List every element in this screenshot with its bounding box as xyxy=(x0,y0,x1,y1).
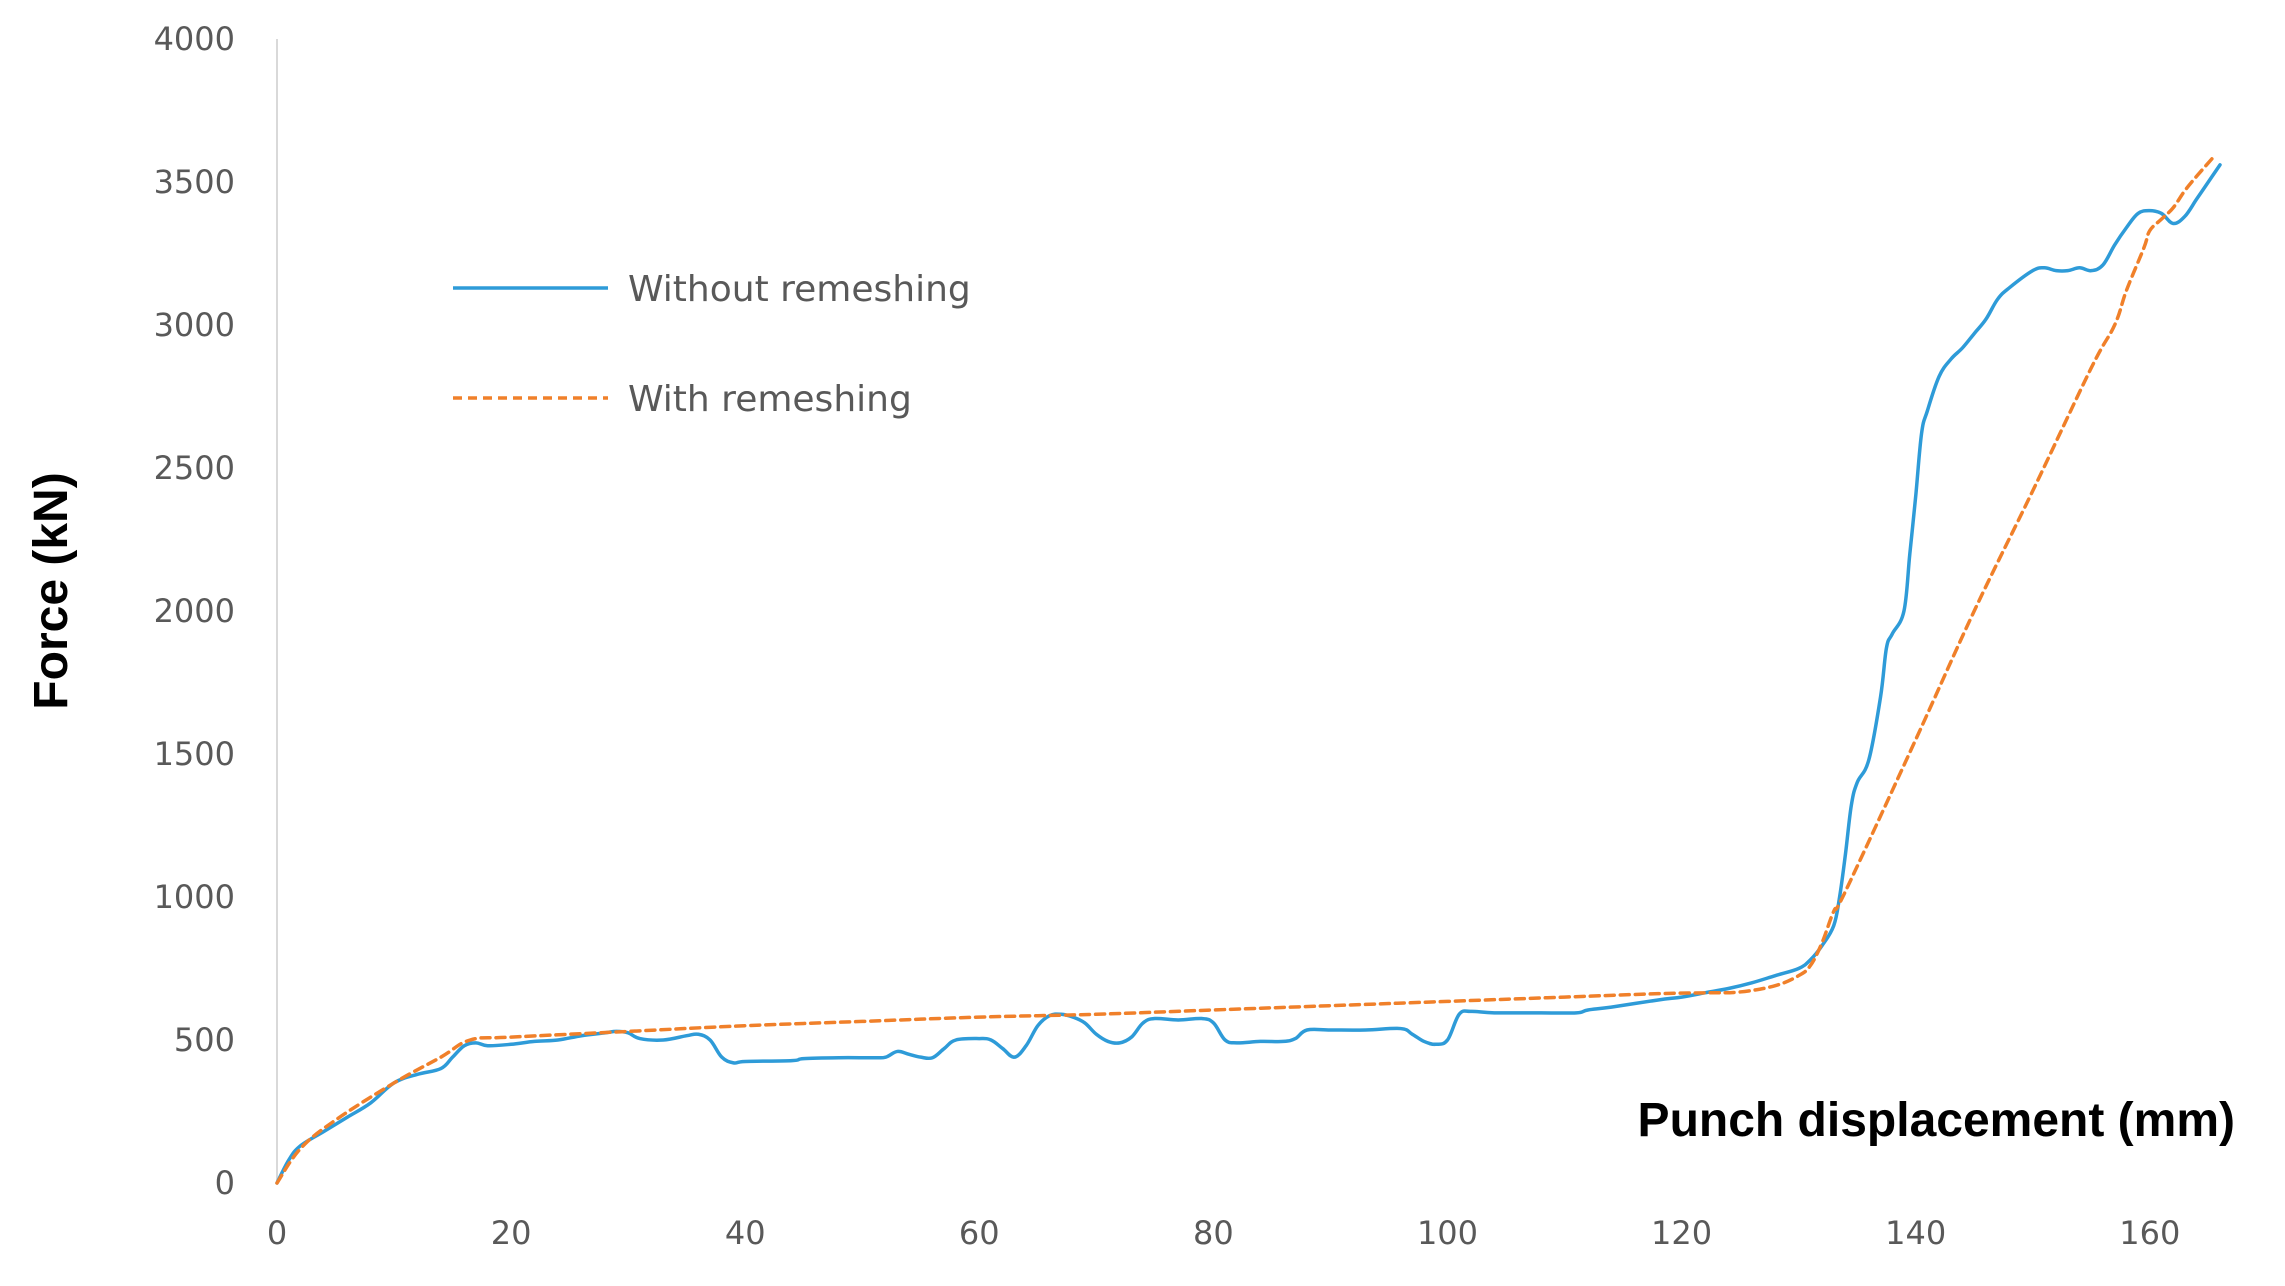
x-tick-label: 120 xyxy=(1651,1214,1712,1252)
legend: Without remeshing With remeshing xyxy=(453,269,971,420)
x-tick-label: 20 xyxy=(491,1214,532,1252)
y-tick-label: 500 xyxy=(174,1021,235,1059)
x-tick-label: 160 xyxy=(2119,1214,2180,1252)
x-tick-label: 80 xyxy=(1193,1214,1234,1252)
x-tick-label: 40 xyxy=(725,1214,766,1252)
series-line-without-remeshing xyxy=(275,163,2222,1185)
tick-labels: 0 500 1000 1500 2000 2500 3000 3500 4000 0 20 40 60 8… xyxy=(154,20,2181,1252)
y-tick-label: 0 xyxy=(215,1164,235,1202)
y-tick-label: 4000 xyxy=(154,20,235,58)
y-tick-label: 1500 xyxy=(154,735,235,773)
x-tick-label: 60 xyxy=(959,1214,1000,1252)
y-axis-title: Force (kN) xyxy=(25,472,78,709)
series-lines xyxy=(275,154,2222,1185)
y-tick-label: 2000 xyxy=(154,592,235,630)
legend-label-with-remeshing: With remeshing xyxy=(628,379,912,420)
y-tick-label: 2500 xyxy=(154,449,235,487)
y-tick-label: 3000 xyxy=(154,306,235,344)
y-tick-label: 1000 xyxy=(154,878,235,916)
legend-label-without-remeshing: Without remeshing xyxy=(628,269,971,310)
series-line-with-remeshing xyxy=(275,154,2216,1185)
x-tick-label: 0 xyxy=(267,1214,287,1252)
x-axis-title: Punch displacement (mm) xyxy=(1638,1094,2235,1147)
y-tick-label: 3500 xyxy=(154,163,235,201)
x-tick-label: 140 xyxy=(1885,1214,1946,1252)
x-tick-label: 100 xyxy=(1417,1214,1478,1252)
